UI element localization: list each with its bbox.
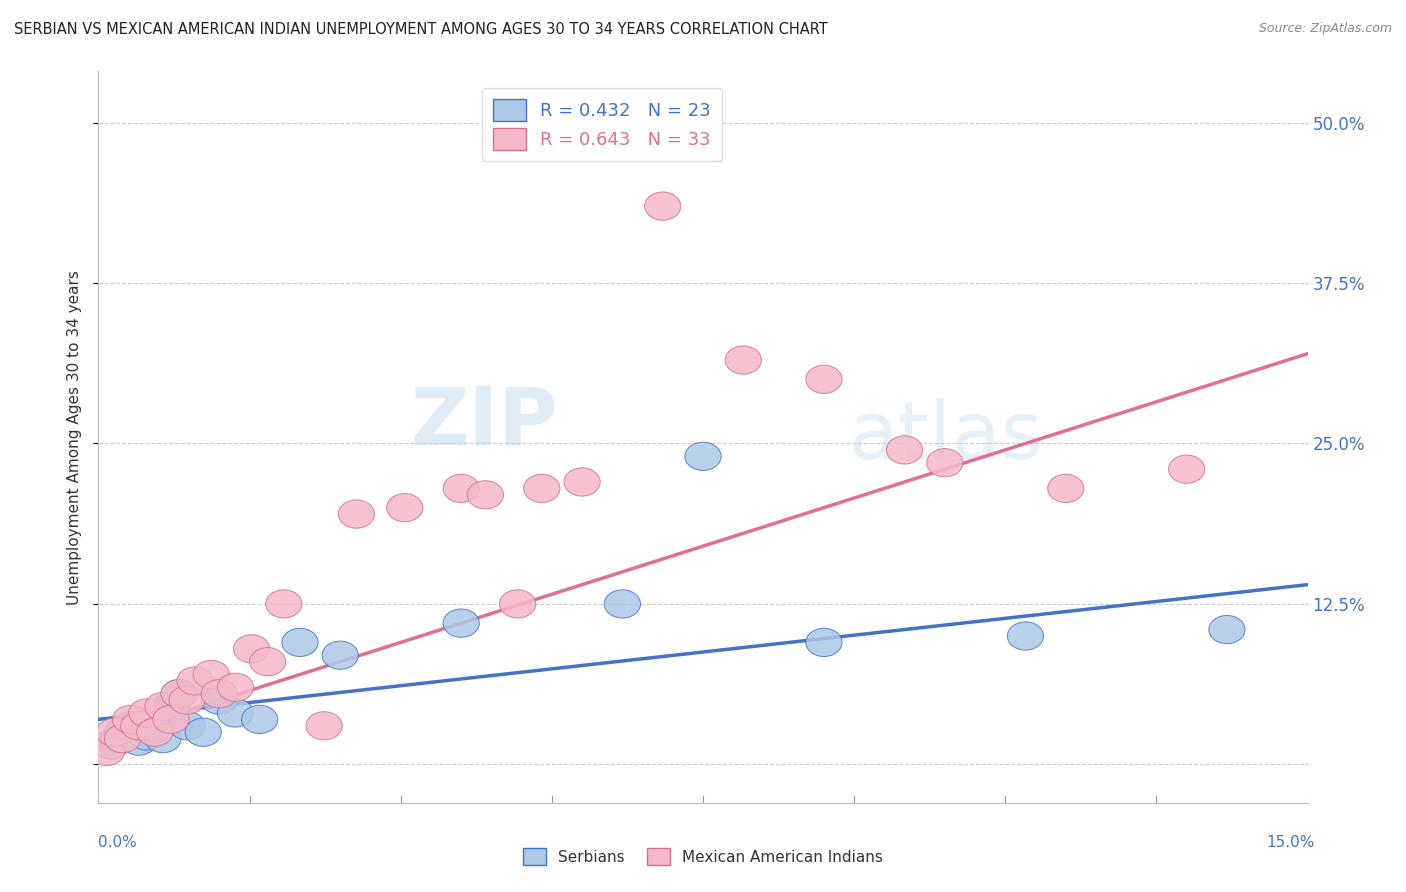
Ellipse shape [806, 365, 842, 393]
Text: Source: ZipAtlas.com: Source: ZipAtlas.com [1258, 22, 1392, 36]
Ellipse shape [322, 641, 359, 669]
Ellipse shape [564, 468, 600, 496]
Ellipse shape [685, 442, 721, 470]
Ellipse shape [201, 680, 238, 708]
Legend: R = 0.432   N = 23, R = 0.643   N = 33: R = 0.432 N = 23, R = 0.643 N = 33 [482, 87, 721, 161]
Ellipse shape [467, 481, 503, 509]
Ellipse shape [169, 712, 205, 740]
Ellipse shape [112, 712, 149, 740]
Ellipse shape [153, 692, 190, 721]
Ellipse shape [97, 718, 132, 747]
Ellipse shape [806, 628, 842, 657]
Y-axis label: Unemployment Among Ages 30 to 34 years: Unemployment Among Ages 30 to 34 years [67, 269, 83, 605]
Ellipse shape [1168, 455, 1205, 483]
Ellipse shape [266, 590, 302, 618]
Ellipse shape [1209, 615, 1246, 644]
Ellipse shape [129, 698, 165, 727]
Ellipse shape [104, 718, 141, 747]
Ellipse shape [186, 718, 221, 747]
Ellipse shape [523, 475, 560, 502]
Ellipse shape [89, 738, 125, 765]
Ellipse shape [177, 667, 214, 695]
Ellipse shape [136, 718, 173, 747]
Ellipse shape [281, 628, 318, 657]
Ellipse shape [443, 609, 479, 637]
Ellipse shape [499, 590, 536, 618]
Ellipse shape [145, 724, 181, 753]
Ellipse shape [250, 648, 285, 676]
Text: ZIP: ZIP [411, 384, 558, 461]
Ellipse shape [886, 436, 922, 464]
Ellipse shape [193, 660, 229, 689]
Text: 0.0%: 0.0% [98, 836, 138, 850]
Ellipse shape [104, 724, 141, 753]
Ellipse shape [443, 475, 479, 502]
Ellipse shape [927, 449, 963, 477]
Ellipse shape [129, 722, 165, 750]
Ellipse shape [339, 500, 374, 528]
Ellipse shape [725, 346, 762, 375]
Ellipse shape [121, 712, 157, 740]
Ellipse shape [605, 590, 641, 618]
Ellipse shape [160, 680, 197, 708]
Legend: Serbians, Mexican American Indians: Serbians, Mexican American Indians [516, 842, 890, 871]
Ellipse shape [218, 673, 253, 701]
Ellipse shape [136, 706, 173, 733]
Ellipse shape [153, 706, 190, 733]
Ellipse shape [145, 692, 181, 721]
Ellipse shape [1007, 622, 1043, 650]
Ellipse shape [218, 698, 253, 727]
Ellipse shape [112, 706, 149, 733]
Ellipse shape [233, 635, 270, 663]
Ellipse shape [93, 731, 129, 759]
Text: atlas: atlas [848, 398, 1042, 476]
Ellipse shape [100, 724, 136, 753]
Ellipse shape [1047, 475, 1084, 502]
Ellipse shape [387, 493, 423, 522]
Ellipse shape [242, 706, 278, 733]
Ellipse shape [201, 686, 238, 714]
Ellipse shape [121, 727, 157, 756]
Ellipse shape [169, 686, 205, 714]
Text: SERBIAN VS MEXICAN AMERICAN INDIAN UNEMPLOYMENT AMONG AGES 30 TO 34 YEARS CORREL: SERBIAN VS MEXICAN AMERICAN INDIAN UNEMP… [14, 22, 828, 37]
Ellipse shape [644, 192, 681, 220]
Text: 15.0%: 15.0% [1267, 836, 1315, 850]
Ellipse shape [307, 712, 342, 740]
Ellipse shape [160, 680, 197, 708]
